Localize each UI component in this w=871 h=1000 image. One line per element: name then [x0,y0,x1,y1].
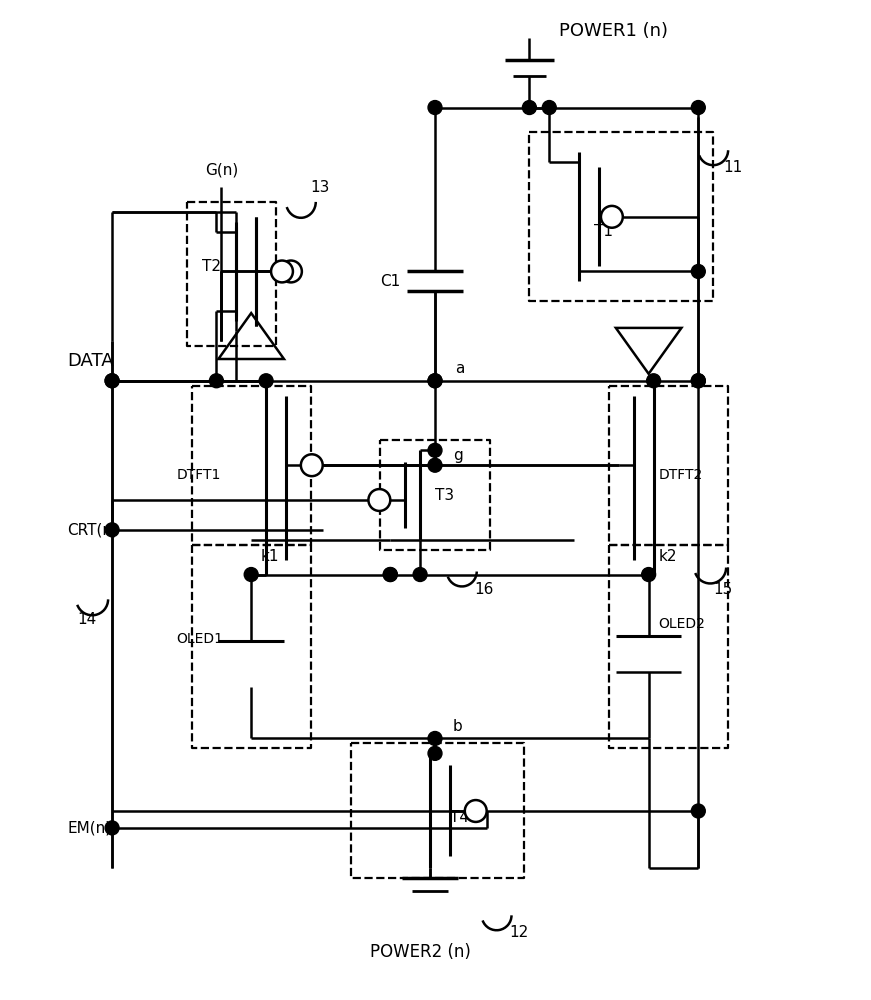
Circle shape [428,374,442,388]
Circle shape [105,374,119,388]
Circle shape [692,374,706,388]
Text: 11: 11 [723,160,742,175]
Circle shape [692,804,706,818]
Text: k2: k2 [658,549,677,564]
Circle shape [642,568,656,581]
Circle shape [543,101,557,114]
Circle shape [244,568,258,581]
Circle shape [428,443,442,457]
Text: k1: k1 [261,549,280,564]
Text: DATA: DATA [67,352,114,370]
Text: CRT(n): CRT(n) [67,522,118,537]
Text: 13: 13 [311,180,330,195]
Circle shape [413,568,427,581]
Circle shape [383,568,397,581]
Text: G(n): G(n) [205,163,238,178]
Text: b: b [453,719,463,734]
Circle shape [692,374,706,388]
Circle shape [260,374,273,388]
Circle shape [271,261,293,282]
Circle shape [368,489,390,511]
Circle shape [601,206,623,228]
Circle shape [105,374,119,388]
Circle shape [692,101,706,114]
Text: g: g [453,448,463,463]
Circle shape [692,265,706,278]
Text: T1: T1 [594,224,613,239]
Text: 12: 12 [510,925,529,940]
Circle shape [428,101,442,114]
Circle shape [105,821,119,835]
Text: DTFT2: DTFT2 [658,468,703,482]
Circle shape [428,746,442,760]
Text: POWER1 (n): POWER1 (n) [559,22,668,40]
Circle shape [209,374,223,388]
Text: T3: T3 [435,488,454,503]
Circle shape [300,454,323,476]
Text: DTFT1: DTFT1 [177,468,221,482]
Circle shape [646,374,660,388]
Circle shape [383,568,397,581]
Text: 16: 16 [475,582,494,597]
Text: T4: T4 [450,810,469,825]
Circle shape [428,732,442,745]
Text: 14: 14 [78,612,97,627]
Circle shape [465,800,487,822]
Circle shape [280,261,302,282]
Text: a: a [455,361,464,376]
Circle shape [105,523,119,537]
Text: T2: T2 [201,259,220,274]
Text: OLED1: OLED1 [177,632,224,646]
Circle shape [428,374,442,388]
Text: 15: 15 [713,582,733,597]
Circle shape [523,101,537,114]
Text: C1: C1 [380,274,401,289]
Text: EM(n): EM(n) [67,820,111,835]
Circle shape [428,458,442,472]
Text: POWER2 (n): POWER2 (n) [369,943,470,961]
Text: OLED2: OLED2 [658,617,706,631]
